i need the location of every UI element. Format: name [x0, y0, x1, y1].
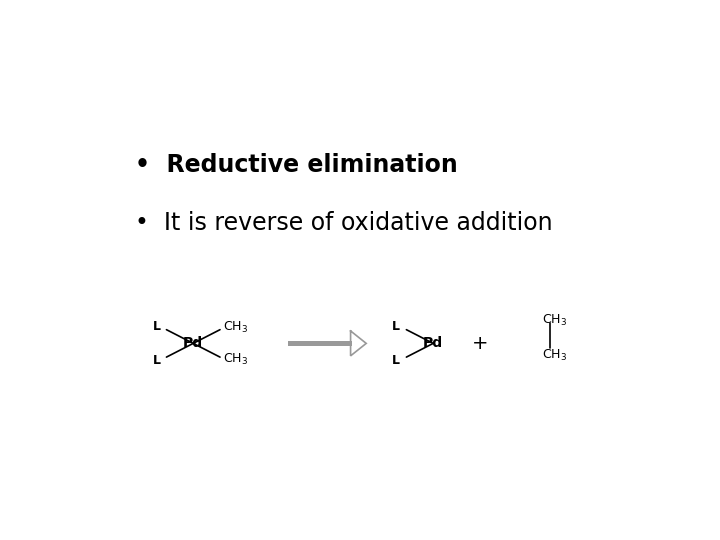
Text: $\mathregular{CH_3}$: $\mathregular{CH_3}$: [542, 313, 567, 328]
Text: •  It is reverse of oxidative addition: • It is reverse of oxidative addition: [135, 211, 552, 235]
Text: L: L: [153, 320, 161, 333]
Text: L: L: [392, 354, 400, 367]
Text: L: L: [153, 354, 161, 367]
Text: $\mathregular{CH_3}$: $\mathregular{CH_3}$: [542, 348, 567, 363]
Text: L: L: [392, 320, 400, 333]
Text: Pd: Pd: [183, 336, 203, 350]
Text: •  Reductive elimination: • Reductive elimination: [135, 153, 457, 177]
Text: Pd: Pd: [423, 336, 444, 350]
Text: $\mathregular{CH_3}$: $\mathregular{CH_3}$: [222, 320, 248, 335]
Text: +: +: [472, 334, 489, 353]
Text: $\mathregular{CH_3}$: $\mathregular{CH_3}$: [222, 352, 248, 367]
